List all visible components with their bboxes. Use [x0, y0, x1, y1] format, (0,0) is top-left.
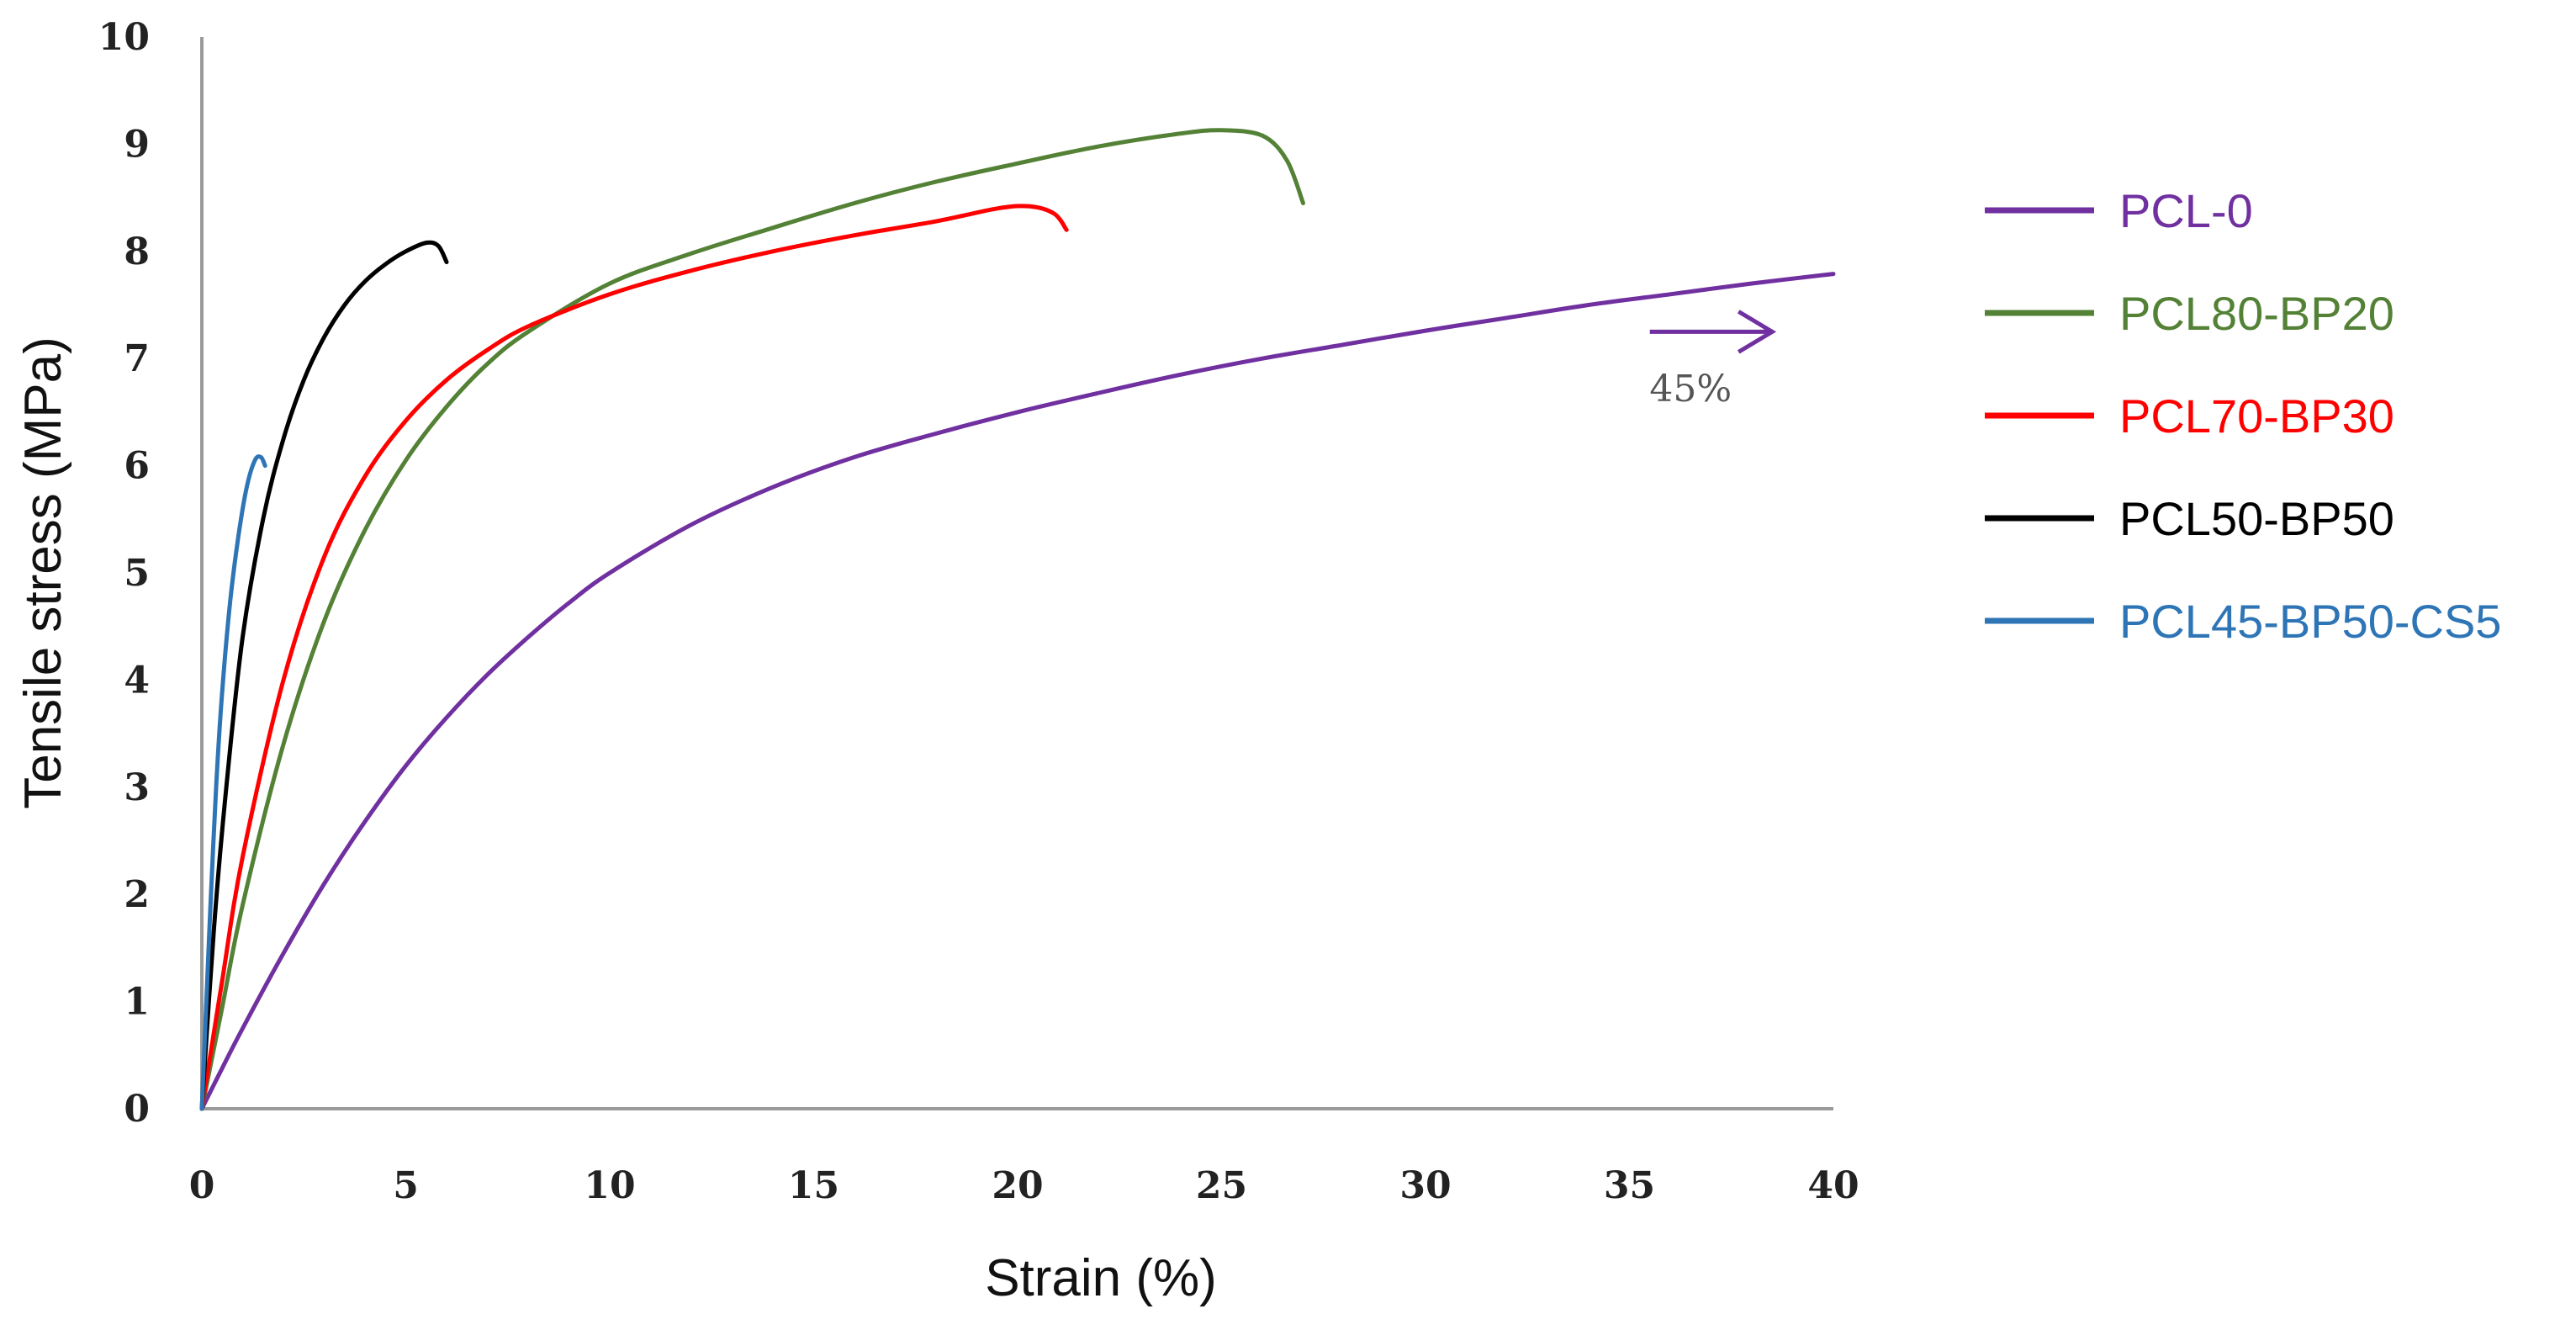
x-tick-label: 10 [584, 1164, 635, 1207]
x-tick-label: 20 [992, 1164, 1043, 1207]
x-tick-labels: 0 5 10 15 20 25 30 35 40 [189, 1164, 1859, 1207]
legend-label: PCL-0 [2119, 184, 2253, 237]
annotation-layer: 45% [1649, 310, 1777, 411]
y-tick-label: 6 [124, 445, 150, 488]
y-tick-label: 7 [124, 337, 150, 380]
series-line-pcl50-bp50 [199, 240, 449, 1111]
y-tick-labels: 0 1 2 3 4 5 6 7 8 9 10 [98, 16, 150, 1131]
legend: PCL-0 PCL80-BP20 PCL70-BP30 PCL50-BP50 PCL45… [1985, 184, 2501, 648]
y-tick-label: 0 [124, 1088, 150, 1131]
y-tick-label: 9 [124, 123, 150, 166]
x-tick-label: 5 [393, 1164, 419, 1207]
x-tick-label: 15 [788, 1164, 839, 1207]
legend-label: PCL70-BP30 [2119, 389, 2394, 442]
y-tick-label: 2 [124, 873, 150, 916]
series-lines [199, 128, 1836, 1111]
annotation-arrow-head [1737, 310, 1777, 354]
x-tick-label: 30 [1399, 1164, 1451, 1207]
series-line-pcl-0 [199, 272, 1836, 1111]
y-axis-title: Tensile stress (MPa) [14, 336, 72, 809]
y-tick-label: 10 [98, 16, 150, 59]
series-line-pcl80-bp20 [199, 128, 1305, 1111]
x-axis-title: Strain (%) [985, 1249, 1217, 1307]
legend-label: PCL80-BP20 [2119, 287, 2394, 340]
y-tick-label: 8 [124, 230, 150, 273]
annotation-label: 45% [1649, 368, 1732, 411]
x-tick-label: 40 [1807, 1164, 1859, 1207]
x-tick-label: 25 [1196, 1164, 1247, 1207]
y-tick-label: 1 [124, 981, 150, 1024]
y-tick-label: 3 [124, 766, 150, 809]
legend-label: PCL45-BP50-CS5 [2119, 595, 2501, 648]
series-line-pcl45-bp50-cs5 [199, 454, 267, 1111]
legend-label: PCL50-BP50 [2119, 492, 2394, 545]
y-tick-label: 4 [124, 659, 150, 702]
x-tick-label: 0 [189, 1164, 215, 1207]
series-line-pcl70-bp30 [199, 204, 1069, 1111]
x-tick-label: 35 [1604, 1164, 1655, 1207]
chart-axes [200, 37, 1833, 1110]
y-tick-label: 5 [124, 552, 150, 595]
